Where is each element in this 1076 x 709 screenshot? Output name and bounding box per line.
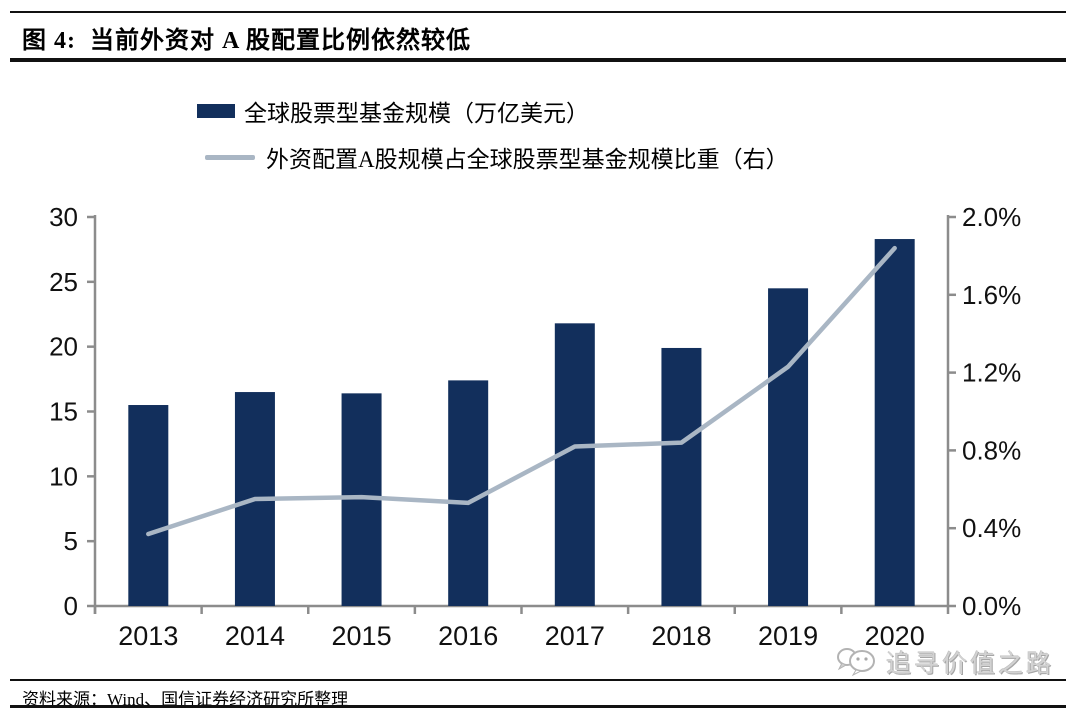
x-axis-label-2018: 2018 — [651, 621, 711, 651]
right-axis-tick-label: 2.0% — [962, 202, 1021, 232]
right-axis-tick-label: 1.2% — [962, 358, 1021, 388]
watermark-text: 追寻价值之路 — [886, 651, 1055, 678]
x-axis-label-2020: 2020 — [865, 621, 925, 651]
right-axis-tick-label: 0.8% — [962, 435, 1021, 465]
legend-item-line-series: 外资配置A股规模占全球股票型基金规模比重（右） — [197, 142, 789, 172]
x-axis-label-2017: 2017 — [545, 621, 605, 651]
right-axis-tick-label: 0.0% — [962, 591, 1021, 621]
legend-item-bar-series: 全球股票型基金规模（万亿美元） — [197, 96, 789, 126]
source-note: 资料来源：Wind、国信证券经济研究所整理 — [22, 690, 349, 709]
bar-2017 — [554, 323, 595, 606]
left-axis-tick-label: 10 — [49, 461, 78, 491]
ratio-line — [146, 245, 897, 537]
left-axis-tick-label: 30 — [49, 202, 78, 232]
bar-2018 — [661, 347, 702, 606]
bar-2013 — [128, 405, 169, 606]
bar-swatch-icon — [197, 104, 235, 118]
x-axis-label-2015: 2015 — [332, 621, 392, 651]
line-swatch-icon — [205, 154, 255, 160]
bar-2019 — [768, 288, 809, 606]
right-axis-tick-label: 1.6% — [962, 280, 1021, 310]
left-axis-tick-label: 25 — [49, 267, 78, 297]
title-underline — [10, 58, 1066, 62]
top-border-line — [10, 11, 1066, 13]
chart-legend: 全球股票型基金规模（万亿美元） 外资配置A股规模占全球股票型基金规模比重（右） — [197, 96, 789, 172]
x-axis-label-2013: 2013 — [118, 621, 178, 651]
legend-label-bar-series: 全球股票型基金规模（万亿美元） — [244, 101, 589, 126]
left-axis-tick-label: 0 — [64, 591, 78, 621]
x-axis-label-2016: 2016 — [438, 621, 498, 651]
legend-label-line-series: 外资配置A股规模占全球股票型基金规模比重（右） — [266, 147, 789, 172]
x-axis-label-2019: 2019 — [758, 621, 818, 651]
figure-title: 图 4: 当前外资对 A 股配置比例依然较低 — [22, 28, 471, 54]
left-axis-tick-label: 5 — [64, 526, 78, 556]
right-axis-tick-label: 0.4% — [962, 513, 1021, 543]
left-axis-tick-label: 20 — [49, 332, 78, 362]
watermark: 追寻价值之路 — [834, 644, 1054, 680]
left-axis-tick-label: 15 — [49, 397, 78, 427]
x-axis-label-2014: 2014 — [225, 621, 285, 651]
bottom-border-line — [10, 705, 1066, 708]
bar-2016 — [448, 380, 489, 606]
bar-2020 — [874, 239, 915, 606]
wechat-bubbles-icon — [837, 648, 875, 677]
footer-divider-line — [10, 679, 1066, 681]
